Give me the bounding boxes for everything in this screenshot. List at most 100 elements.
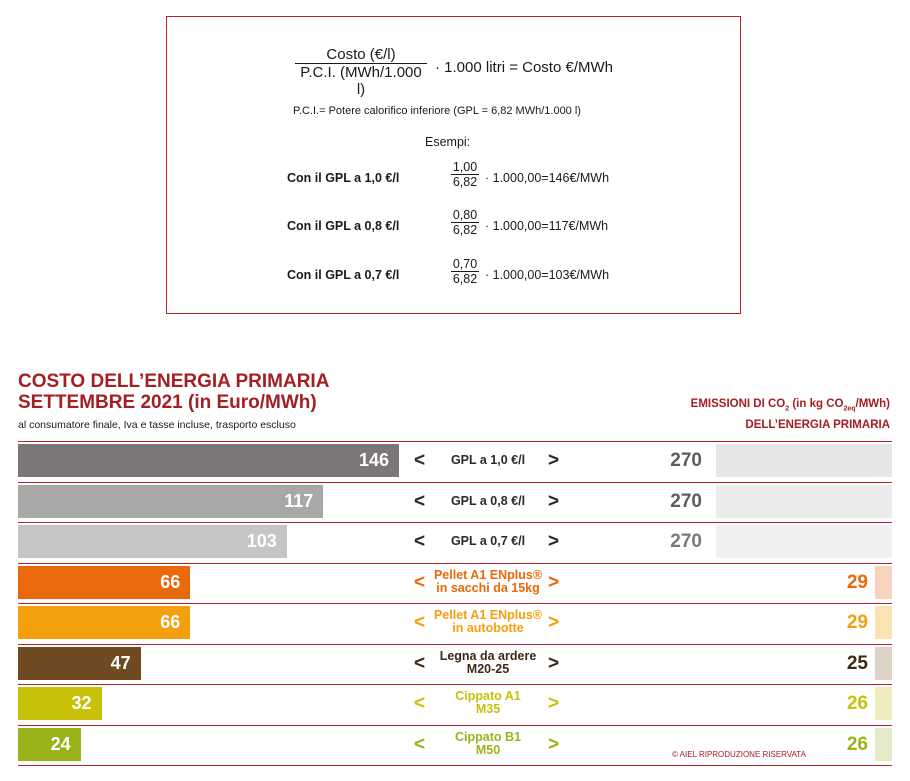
row-separator [18, 643, 892, 645]
fuel-label: Cippato A1 M35 [428, 690, 548, 716]
emission-bar [716, 525, 892, 558]
fuel-label-line1: Cippato B1 [455, 729, 521, 744]
example-label: Con il GPL a 0,8 €/l [287, 219, 400, 233]
cost-value: 66 [160, 571, 181, 592]
fuel-label-line2: M50 [475, 742, 501, 757]
example-result: · 1.000,00=117€/MWh [485, 219, 609, 233]
example-den: 6,82 [452, 223, 478, 237]
chart-title: COSTO DELL’ENERGIA PRIMARIA SETTEMBRE 20… [18, 371, 329, 413]
chart-subtitle: al consumatore finale, Iva e tasse inclu… [18, 419, 296, 431]
emissions-title-sub: 2 [785, 405, 790, 413]
emissions-title-line2: DELL’ENERGIA PRIMARIA [745, 419, 890, 432]
example-num: 1,00 [451, 160, 479, 175]
emission-bar [875, 606, 892, 639]
cost-bar: 146 [18, 444, 399, 477]
fuel-label-line1: Pellet A1 ENplus® [433, 608, 543, 622]
row-separator [18, 684, 892, 685]
example-result: · 1.000,00=103€/MWh [485, 268, 610, 282]
example-fraction: 0,70 6,82 [451, 257, 479, 286]
cost-bar: 24 [18, 727, 81, 761]
formula-box: Costo (€/l) P.C.I. (MWh/1.000 l) · 1.000… [166, 16, 741, 314]
cost-bar: 66 [18, 565, 191, 599]
arrow-right: > [548, 490, 560, 512]
chart-title-line1: COSTO DELL’ENERGIA PRIMARIA [18, 371, 330, 392]
emission-value: 26 [846, 733, 868, 755]
example-result: · 1.000,00=146€/MWh [485, 171, 610, 185]
cost-bar: 117 [18, 484, 324, 518]
cost-bar: 66 [18, 606, 191, 639]
formula-note: P.C.I.= Potere calorifico inferiore (GPL… [293, 105, 581, 117]
example-den: 6,82 [452, 272, 478, 286]
fuel-label-line2: M35 [475, 702, 501, 716]
example-fraction: 1,00 6,82 [451, 160, 479, 189]
cost-bar: 47 [18, 646, 141, 680]
arrow-right: > [548, 450, 560, 471]
arrow-left: < [414, 450, 426, 471]
example-num: 0,70 [451, 257, 479, 272]
arrow-left: < [414, 733, 426, 755]
emission-bar [716, 444, 892, 477]
arrow-right: > [548, 733, 560, 755]
emission-value: 270 [670, 490, 702, 512]
fuel-label-line1: Legna da ardere [439, 648, 537, 663]
example-fraction: 0,80 6,82 [451, 208, 479, 237]
cost-value: 146 [358, 450, 389, 470]
row-separator [18, 724, 892, 726]
fuel-label: Cippato B1 M50 [428, 729, 548, 757]
arrow-right: > [548, 693, 560, 714]
cost-value: 117 [284, 490, 314, 511]
fuel-label-line1: Pellet A1 ENplus® [433, 567, 543, 582]
emissions-title-line1: EMISSIONI DI CO2 (in kg CO2eq/MWh) [691, 396, 890, 417]
example-den: 6,82 [452, 175, 478, 189]
example-label: Con il GPL a 0,7 €/l [287, 268, 400, 282]
arrow-left: < [414, 531, 426, 552]
cost-bar: 32 [18, 687, 102, 720]
arrow-left: < [414, 652, 426, 674]
arrow-left: < [414, 693, 426, 714]
emission-bar [875, 687, 892, 720]
emission-value: 29 [846, 571, 868, 593]
emission-bar [716, 484, 892, 518]
emissions-title-part: /MWh) [855, 398, 890, 410]
emissions-title: EMISSIONI DI CO2 (in kg CO2eq/MWh) DELL’… [691, 396, 890, 434]
row-separator [18, 522, 892, 523]
cost-value: 103 [246, 531, 277, 551]
fuel-label-line2: in autobotte [452, 621, 524, 635]
fuel-label: Pellet A1 ENplus® in autobotte [428, 609, 548, 635]
row-separator [18, 603, 892, 604]
copyright: © AIEL RIPRODUZIONE RISERVATA [672, 750, 806, 759]
emission-value: 270 [670, 531, 702, 552]
cost-value: 24 [50, 733, 71, 754]
cost-bar: 103 [18, 525, 287, 558]
row-separator [18, 481, 892, 483]
emissions-title-part: (in kg CO [789, 398, 844, 410]
emission-value: 29 [846, 612, 868, 633]
arrow-left: < [414, 490, 426, 512]
cost-value: 66 [160, 612, 181, 632]
arrow-right: > [548, 612, 560, 633]
arrow-right: > [548, 531, 560, 552]
emission-bar [875, 565, 892, 599]
cost-value: 47 [110, 652, 131, 673]
emission-value: 270 [670, 450, 702, 471]
emissions-title-sub: 2eq [843, 405, 856, 413]
fuel-label: GPL a 0,7 €/l [450, 534, 526, 548]
arrow-right: > [548, 571, 560, 593]
cost-value: 32 [71, 693, 92, 713]
fuel-label: Pellet A1 ENplus® in sacchi da 15kg [428, 567, 548, 595]
fuel-label: GPL a 0,8 €/l [450, 493, 526, 508]
emissions-title-part: EMISSIONI DI CO [690, 398, 786, 410]
formula-denominator: P.C.I. (MWh/1.000 l) [300, 64, 422, 98]
arrow-right: > [548, 652, 560, 674]
fuel-label: GPL a 1,0 €/l [450, 453, 526, 467]
emission-value: 26 [846, 693, 868, 714]
formula-result: · 1.000 litri = Costo €/MWh [435, 59, 613, 76]
formula-numerator: Costo (€/l) [295, 46, 427, 64]
row-separator [18, 562, 892, 564]
fuel-label-line2: M20-25 [466, 661, 510, 676]
emission-value: 25 [846, 652, 868, 674]
row-separator [18, 441, 892, 442]
fuel-label-line2: in sacchi da 15kg [436, 580, 540, 595]
fuel-label: Legna da ardere M20-25 [428, 648, 548, 676]
example-num: 0,80 [451, 208, 479, 223]
